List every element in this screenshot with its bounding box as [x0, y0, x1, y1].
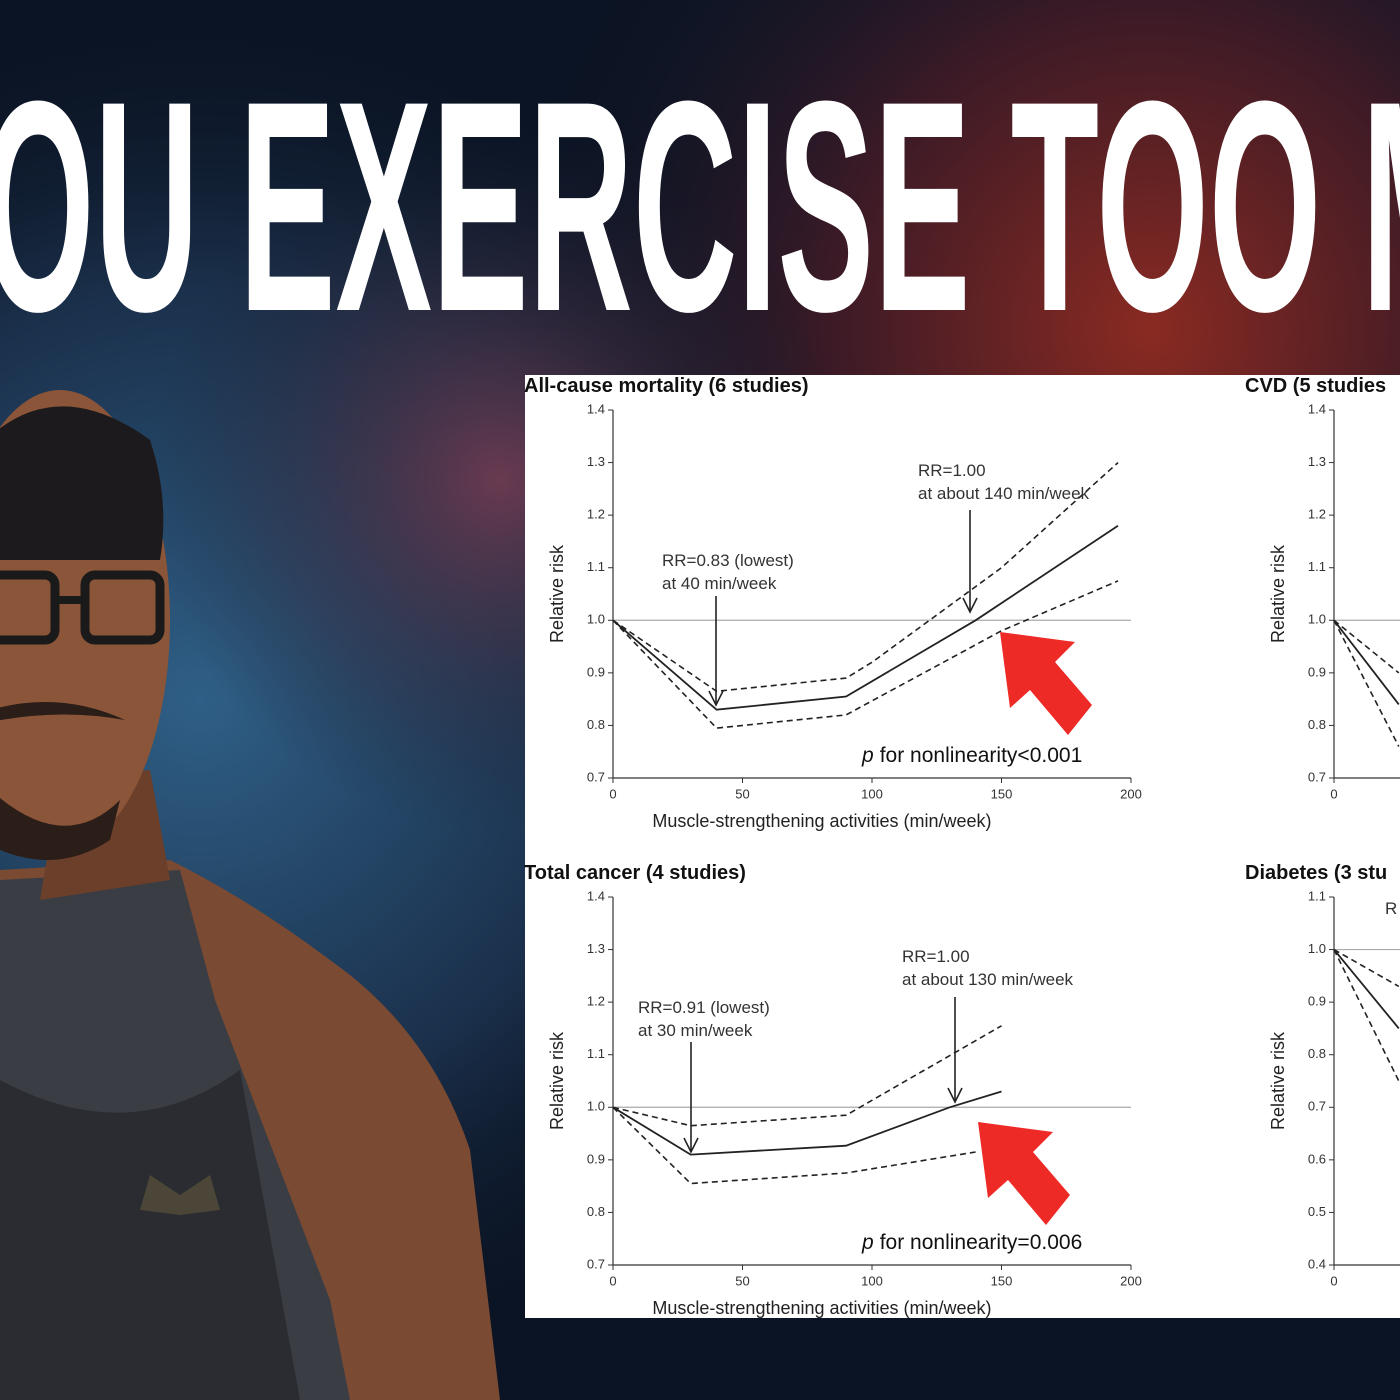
x-tick-label: 200 — [1120, 1273, 1142, 1288]
note-p: p — [861, 744, 874, 767]
annotation-arrowhead — [947, 1087, 963, 1104]
series-line — [612, 1025, 1002, 1127]
headline: OU EXERCISE TOO M — [0, 38, 1400, 374]
y-tick-label: 1.3 — [1308, 454, 1326, 469]
y-tick-label: 0.5 — [1308, 1204, 1326, 1219]
red-arrow — [978, 1122, 1070, 1225]
y-tick-label: 1.2 — [587, 994, 605, 1009]
series-line — [1333, 949, 1400, 1082]
x-tick-label: 50 — [735, 1273, 749, 1288]
series-line — [1333, 619, 1400, 705]
y-tick-label: 0.8 — [587, 717, 605, 732]
nonlinearity-note: p for nonlinearity<0.001 — [861, 744, 1082, 767]
y-tick-label: 1.4 — [587, 401, 605, 416]
y-tick-label: 0.7 — [587, 1256, 605, 1271]
y-tick-label: 1.0 — [1308, 941, 1326, 956]
y-tick-label: 1.4 — [587, 888, 605, 903]
series-line — [612, 1090, 1002, 1156]
y-tick-label: 0.9 — [1308, 664, 1326, 679]
chart-title: Diabetes (3 stu — [1245, 862, 1387, 884]
annotation-arrowhead — [683, 1137, 699, 1154]
y-tick-label: 1.0 — [587, 612, 605, 627]
x-axis-label: Muscle-strengthening activities (min/wee… — [652, 1298, 991, 1318]
chart-panel — [525, 375, 1400, 1318]
x-tick-label: 0 — [609, 786, 616, 801]
annotation: at 40 min/week — [662, 574, 777, 593]
nonlinearity-note: p for nonlinearity=0.006 — [861, 1231, 1082, 1254]
chart: Diabetes (3 stu 0.4 0.5 0.6 0.7 0.8 0.9 1.0 1.1 0… — [1245, 862, 1400, 1288]
series-line — [612, 1106, 976, 1185]
note-p: p — [861, 1231, 874, 1254]
x-tick-label: 150 — [991, 786, 1013, 801]
x-tick-label: 50 — [735, 786, 749, 801]
series-line — [1333, 619, 1400, 747]
y-axis-label: Relative risk — [547, 544, 567, 643]
y-tick-label: 0.9 — [1308, 994, 1326, 1009]
annotation: RR=0.91 (lowest) — [638, 998, 770, 1017]
annotation: at about 130 min/week — [902, 970, 1074, 989]
y-tick-label: 0.4 — [1308, 1256, 1326, 1271]
series-line — [612, 462, 1119, 693]
y-axis-label: Relative risk — [547, 1031, 567, 1130]
y-tick-label: 0.7 — [587, 769, 605, 784]
y-tick-label: 1.2 — [587, 507, 605, 522]
charts: All-cause mortality (6 studies) 0.7 0.8 0.9… — [524, 375, 1400, 1318]
y-tick-label: 1.1 — [1308, 888, 1326, 903]
x-axis-label: Muscle-strengthening activities (min/wee… — [652, 811, 991, 831]
note-text: for nonlinearity<0.001 — [880, 744, 1083, 767]
y-tick-label: 1.2 — [1308, 507, 1326, 522]
chart: Total cancer (4 studies) 0.7 0.8 0.9 1.0 1.1 1… — [524, 862, 1142, 1318]
annotation: at about 140 min/week — [918, 484, 1090, 503]
y-tick-label: 1.1 — [1308, 559, 1326, 574]
y-tick-label: 1.3 — [587, 454, 605, 469]
annotation: at 30 min/week — [638, 1021, 753, 1040]
x-tick-label: 0 — [1330, 786, 1337, 801]
y-tick-label: 0.7 — [1308, 1099, 1326, 1114]
y-tick-label: 0.8 — [1308, 717, 1326, 732]
y-tick-label: 0.9 — [587, 664, 605, 679]
chart-title: All-cause mortality (6 studies) — [524, 375, 809, 397]
person — [0, 390, 500, 1400]
y-axis-label: Relative risk — [1268, 544, 1288, 643]
annotation: RR=1.00 — [902, 947, 970, 966]
x-tick-label: 100 — [861, 786, 883, 801]
annotation: R — [1385, 899, 1397, 918]
y-tick-label: 1.3 — [587, 941, 605, 956]
x-tick-label: 0 — [609, 1273, 616, 1288]
y-tick-label: 1.1 — [587, 1046, 605, 1061]
x-tick-label: 100 — [861, 1273, 883, 1288]
y-tick-label: 0.8 — [1308, 1046, 1326, 1061]
annotation-arrowhead — [962, 597, 978, 614]
annotation-arrowhead — [708, 690, 724, 707]
x-tick-label: 150 — [991, 1273, 1013, 1288]
note-text: for nonlinearity=0.006 — [880, 1231, 1083, 1254]
y-tick-label: 0.9 — [587, 1151, 605, 1166]
y-tick-label: 1.4 — [1308, 401, 1326, 416]
y-axis-label: Relative risk — [1268, 1031, 1288, 1130]
red-arrow — [1000, 632, 1092, 735]
y-tick-label: 1.0 — [1308, 612, 1326, 627]
y-tick-label: 0.6 — [1308, 1151, 1326, 1166]
series-line — [1333, 619, 1400, 674]
x-tick-label: 0 — [1330, 1273, 1337, 1288]
chart-title: Total cancer (4 studies) — [524, 862, 746, 884]
y-tick-label: 0.8 — [587, 1204, 605, 1219]
y-tick-label: 1.1 — [587, 559, 605, 574]
x-tick-label: 200 — [1120, 786, 1142, 801]
chart-title: CVD (5 studies — [1245, 375, 1386, 397]
chart: CVD (5 studies 0.7 0.8 0.9 1.0 1.1 1.2 1.3 1.4 0 R… — [1245, 375, 1400, 801]
annotation: RR=1.00 — [918, 461, 986, 480]
series-line — [1333, 948, 1400, 988]
y-tick-label: 1.0 — [587, 1099, 605, 1114]
chart: All-cause mortality (6 studies) 0.7 0.8 0.9… — [524, 375, 1142, 831]
series-line — [1333, 949, 1400, 1029]
y-tick-label: 0.7 — [1308, 769, 1326, 784]
series-line — [612, 524, 1119, 711]
annotation: RR=0.83 (lowest) — [662, 551, 794, 570]
